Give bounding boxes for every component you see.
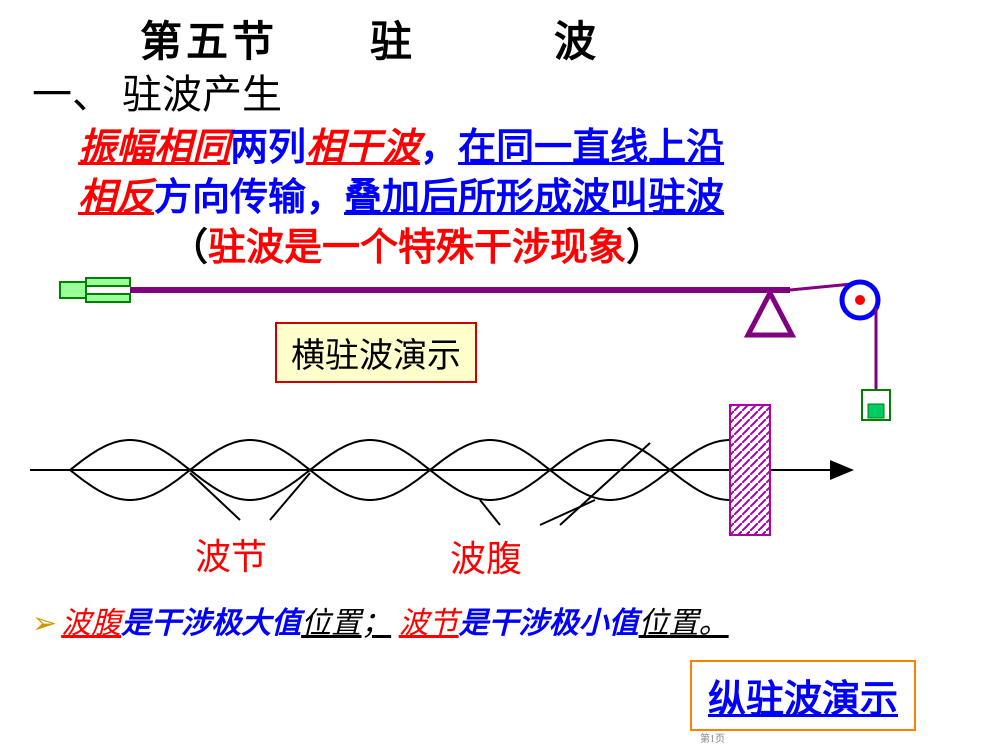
text-sameline: 在同一直线上沿 bbox=[458, 127, 724, 169]
note-node: 波节 bbox=[399, 607, 459, 640]
note-antinode: 波腹 bbox=[61, 607, 121, 640]
note-line: ➢波腹是干涉极大值位置； 波节是干涉极小值位置。 bbox=[32, 598, 729, 642]
note-max: 是干涉极大值 bbox=[121, 607, 301, 640]
note-min: 是干涉极小值 bbox=[459, 607, 639, 640]
description-line-1: 振幅相同两列相干波，在同一直线上沿 bbox=[78, 116, 724, 171]
text-direction: 方向传输， bbox=[154, 177, 344, 219]
note-pos2: 位置。 bbox=[639, 607, 729, 640]
paren-close: ） bbox=[626, 227, 664, 269]
text-two: 两列 bbox=[230, 127, 306, 169]
longitudinal-demo-link[interactable]: 纵驻波演示 bbox=[690, 660, 916, 731]
page-number: 第1页 bbox=[700, 730, 725, 745]
text-superpose: 叠加后所形成波叫驻波 bbox=[344, 177, 724, 219]
paren-open: （ bbox=[170, 227, 208, 269]
page-title: 第五节 驻 波 bbox=[140, 8, 600, 69]
section-heading: 一、 驻波产生 bbox=[32, 62, 282, 120]
text-comma: ， bbox=[420, 127, 458, 169]
note-pos1: 位置； bbox=[301, 607, 391, 640]
antinode-label: 波腹 bbox=[450, 530, 522, 582]
description-line-2: 相反方向传输，叠加后所形成波叫驻波 bbox=[78, 166, 724, 221]
text-special: 驻波是一个特殊干涉现象 bbox=[208, 227, 626, 269]
text-opposite: 相反 bbox=[78, 177, 154, 219]
text-amplitude: 振幅相同 bbox=[78, 127, 230, 169]
node-label: 波节 bbox=[195, 528, 267, 580]
bullet-icon: ➢ bbox=[32, 607, 57, 640]
description-line-3: （驻波是一个特殊干涉现象） bbox=[170, 216, 664, 271]
demo-label-box: 横驻波演示 bbox=[275, 322, 477, 383]
link-text: 纵驻波演示 bbox=[708, 679, 898, 721]
text-coherent: 相干波 bbox=[306, 127, 420, 169]
